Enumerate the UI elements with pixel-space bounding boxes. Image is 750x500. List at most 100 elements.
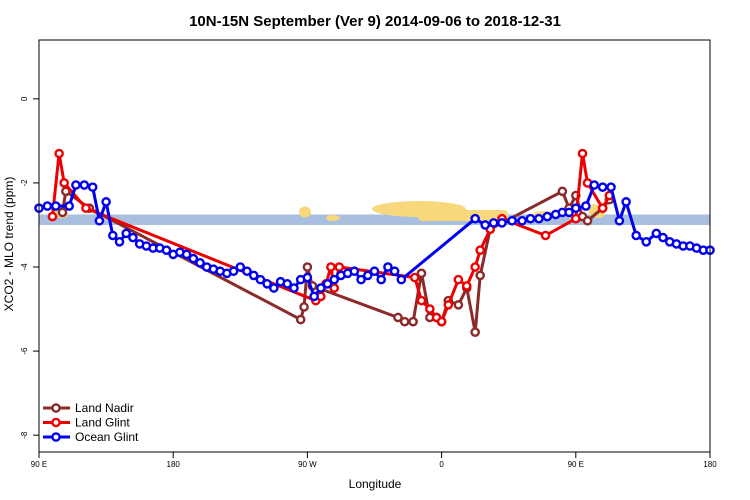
data-point xyxy=(582,215,593,226)
data-point xyxy=(302,272,313,283)
data-point xyxy=(453,300,464,310)
data-point xyxy=(396,274,407,285)
data-point xyxy=(195,258,205,268)
data-point xyxy=(94,215,105,226)
plot-frame xyxy=(38,39,711,453)
series-ocean-glint xyxy=(34,180,715,302)
data-point xyxy=(349,266,360,277)
data-point xyxy=(161,245,172,256)
data-point xyxy=(282,279,293,289)
data-point xyxy=(416,268,427,279)
data-point xyxy=(269,283,279,293)
x-tick-label: 90 E xyxy=(568,460,584,469)
legend-label: Land Nadir xyxy=(75,401,134,415)
data-point xyxy=(121,228,132,239)
data-point xyxy=(376,274,387,285)
data-point xyxy=(181,249,192,260)
data-point xyxy=(383,262,393,272)
data-point xyxy=(443,300,454,310)
data-point xyxy=(235,262,246,272)
legend-swatch-marker xyxy=(51,403,61,413)
legend-swatch-marker xyxy=(51,417,61,428)
data-point xyxy=(334,262,345,272)
data-point xyxy=(621,197,631,207)
y-tick-label: 0 xyxy=(20,96,29,101)
y-tick-label: -6 xyxy=(20,347,29,355)
data-point xyxy=(389,266,400,277)
data-point xyxy=(589,180,600,190)
data-point xyxy=(409,272,420,283)
data-point xyxy=(408,316,418,327)
data-point xyxy=(507,215,517,226)
plot-area xyxy=(34,39,715,453)
x-tick-label: 180 xyxy=(167,460,181,469)
data-point xyxy=(54,148,64,159)
data-point xyxy=(299,302,309,312)
data-point xyxy=(302,262,313,272)
land-blob xyxy=(418,210,508,221)
data-point xyxy=(128,232,138,243)
data-point xyxy=(425,304,435,314)
legend-label: Ocean Glint xyxy=(75,430,139,444)
y-axis: 0 -2 -4 -6 -8 xyxy=(20,96,39,439)
data-point xyxy=(557,186,568,197)
data-point xyxy=(309,291,319,302)
data-point xyxy=(242,266,252,277)
land-blob xyxy=(326,215,340,221)
data-point xyxy=(289,283,299,293)
data-point xyxy=(108,230,118,241)
y-tick-label: -2 xyxy=(20,179,29,187)
data-point xyxy=(488,218,499,228)
data-point xyxy=(497,218,507,228)
data-point xyxy=(248,270,259,281)
data-point xyxy=(228,266,239,277)
data-point xyxy=(540,230,551,241)
legend-swatch-marker xyxy=(51,432,61,442)
data-point xyxy=(61,186,71,197)
data-point xyxy=(525,213,536,224)
chart-title: 10N-15N September (Ver 9) 2014-09-06 to … xyxy=(189,13,561,30)
x-axis: 90 E 180 90 W 0 90 E 180 xyxy=(31,452,717,469)
data-point xyxy=(577,148,588,159)
data-point xyxy=(322,279,333,289)
data-point xyxy=(326,262,336,272)
reference-band xyxy=(39,214,710,225)
data-point xyxy=(475,270,485,281)
data-point xyxy=(597,182,608,192)
data-point xyxy=(641,236,652,247)
data-point xyxy=(81,203,91,213)
x-tick-label: 90 W xyxy=(298,460,317,469)
data-point xyxy=(79,180,90,190)
data-point xyxy=(517,215,527,226)
data-point xyxy=(436,316,447,327)
data-point xyxy=(571,213,581,224)
data-point xyxy=(57,207,68,218)
data-point xyxy=(295,314,306,325)
data-point xyxy=(571,203,581,213)
land-blob xyxy=(299,206,311,218)
data-point xyxy=(470,262,480,272)
y-tick-label: -8 xyxy=(20,431,29,439)
data-point xyxy=(470,327,480,337)
legend-label: Land Glint xyxy=(75,416,130,430)
data-point xyxy=(614,215,625,226)
data-point xyxy=(255,274,266,285)
data-point xyxy=(87,182,98,192)
series-land-nadir xyxy=(57,186,615,337)
data-point xyxy=(597,203,608,213)
data-point xyxy=(658,232,668,243)
data-point xyxy=(480,220,491,230)
data-point xyxy=(534,213,544,224)
series-line xyxy=(61,189,611,334)
data-point xyxy=(631,230,641,241)
data-point xyxy=(470,213,480,224)
data-point xyxy=(399,316,410,327)
data-point xyxy=(114,236,125,247)
data-point xyxy=(188,253,199,264)
x-tick-label: 90 E xyxy=(31,460,47,469)
data-point xyxy=(59,178,69,188)
data-point xyxy=(42,201,53,211)
y-tick-label: -4 xyxy=(20,263,29,271)
